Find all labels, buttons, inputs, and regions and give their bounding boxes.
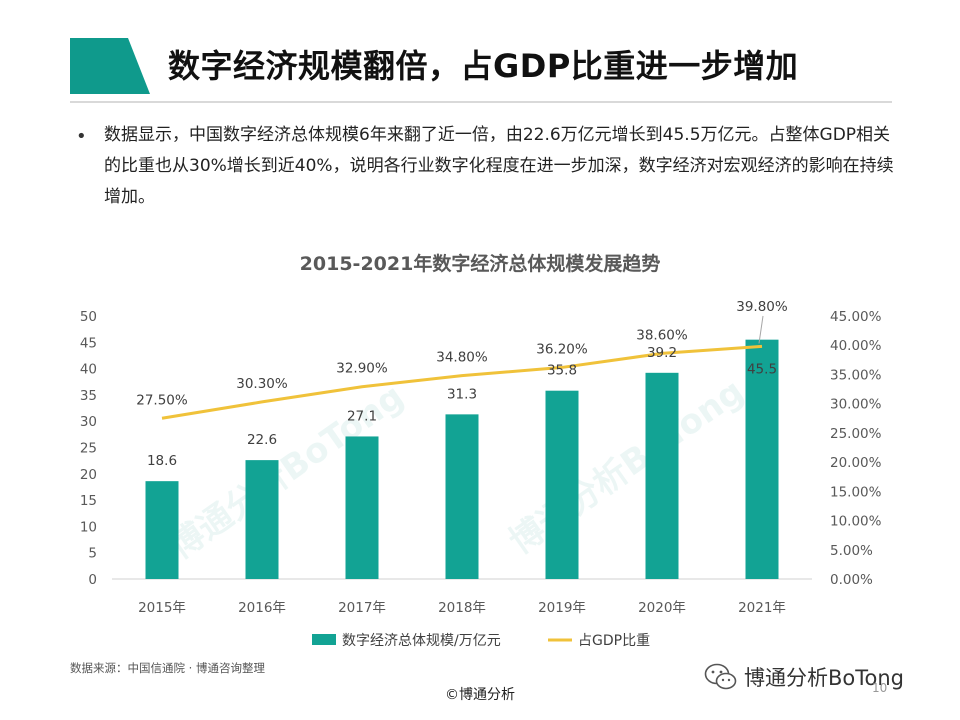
y-left-tick-label: 30 xyxy=(80,414,97,430)
y-left-tick-label: 40 xyxy=(80,362,97,378)
bar xyxy=(745,339,779,579)
legend-label-bar: 数字经济总体规模/万亿元 xyxy=(342,633,501,649)
legend-swatch-bar xyxy=(312,634,336,645)
title-divider xyxy=(70,101,892,103)
summary-paragraph: 数据显示，中国数字经济总体规模6年来翻了近一倍，由22.6万亿元增长到45.5万… xyxy=(104,125,894,207)
y-left-tick-label: 15 xyxy=(80,493,97,509)
legend-label-line: 占GDP比重 xyxy=(578,633,650,649)
line-label-leader xyxy=(758,315,764,344)
watermark-text: 博通分析BoTong xyxy=(502,371,751,562)
bar-data-label: 45.5 xyxy=(747,362,777,378)
y-right-tick-label: 15.00% xyxy=(830,484,882,500)
bar xyxy=(645,372,679,579)
x-tick-label: 2018年 xyxy=(438,600,486,616)
bar-data-label: 27.1 xyxy=(347,408,377,424)
y-left-tick-label: 0 xyxy=(88,572,97,588)
y-right-tick-label: 25.00% xyxy=(830,426,882,442)
wechat-icon xyxy=(704,663,737,690)
brand-mark: 博通分析BoTong xyxy=(704,660,904,694)
bar xyxy=(345,436,379,579)
y-right-tick-label: 5.00% xyxy=(830,543,873,559)
page-number: 10 xyxy=(872,681,888,695)
x-tick-label: 2021年 xyxy=(738,600,786,616)
line-data-label: 30.30% xyxy=(236,376,288,392)
y-right-tick-label: 20.00% xyxy=(830,455,882,471)
bar xyxy=(445,414,479,579)
brand-name: 博通分析BoTong xyxy=(744,666,905,690)
bar-data-label: 18.6 xyxy=(147,453,177,469)
bullet-marker: • xyxy=(76,126,87,147)
x-tick-label: 2017年 xyxy=(338,600,386,616)
x-tick-label: 2020年 xyxy=(638,600,686,616)
x-tick-label: 2019年 xyxy=(538,600,586,616)
bar xyxy=(545,390,579,579)
y-left-tick-label: 45 xyxy=(80,335,97,351)
y-left-tick-label: 35 xyxy=(80,388,97,404)
footer-credit: ©博通分析 xyxy=(445,687,515,703)
bar xyxy=(145,481,179,579)
data-source-note: 数据来源：中国信通院 · 博通咨询整理 xyxy=(70,661,265,675)
bar-data-label: 35.8 xyxy=(547,363,577,379)
line-data-label: 32.90% xyxy=(336,361,388,377)
bar-data-label: 39.2 xyxy=(647,345,677,361)
bar-data-label: 31.3 xyxy=(447,386,477,402)
y-right-tick-label: 35.00% xyxy=(830,367,882,383)
line-data-label: 34.80% xyxy=(436,350,488,366)
line-data-label: 38.60% xyxy=(636,327,688,343)
line-series xyxy=(161,344,763,420)
line-data-label: 39.80% xyxy=(736,299,788,315)
x-tick-label: 2015年 xyxy=(138,600,186,616)
combo-chart: 博通分析BoTong 博通分析BoTong05101520253035404550… xyxy=(80,299,882,649)
y-right-tick-label: 10.00% xyxy=(830,514,882,530)
y-left-tick-label: 10 xyxy=(80,519,97,535)
chart-title: 2015-2021年数字经济总体规模发展趋势 xyxy=(299,253,661,275)
y-right-tick-label: 40.00% xyxy=(830,338,882,354)
y-left-tick-label: 5 xyxy=(88,546,97,562)
page-title: 数字经济规模翻倍，占GDP比重进一步增加 xyxy=(168,47,799,85)
y-right-tick-label: 30.00% xyxy=(830,397,882,413)
bar xyxy=(245,460,279,579)
y-right-tick-label: 0.00% xyxy=(830,572,873,588)
x-tick-label: 2016年 xyxy=(238,600,286,616)
line-data-label: 27.50% xyxy=(136,392,188,408)
line-data-label: 36.20% xyxy=(536,341,588,357)
y-right-tick-label: 45.00% xyxy=(830,309,882,325)
y-left-tick-label: 20 xyxy=(80,467,97,483)
bar-data-label: 22.6 xyxy=(247,432,277,448)
y-left-tick-label: 50 xyxy=(80,309,97,325)
y-left-tick-label: 25 xyxy=(80,441,97,457)
title-accent-block xyxy=(70,38,150,94)
